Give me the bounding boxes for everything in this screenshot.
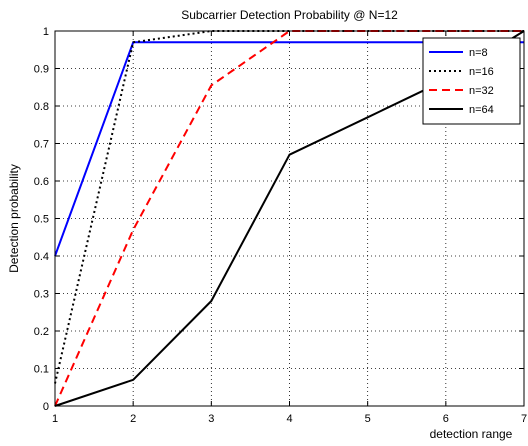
x-axis-title: detection range: [430, 427, 513, 441]
y-tick-label: 0.4: [34, 251, 49, 263]
x-tick-label: 1: [52, 413, 58, 425]
x-tick-label: 2: [130, 413, 136, 425]
x-tick-label: 4: [286, 413, 292, 425]
x-tick-label: 6: [443, 413, 449, 425]
legend-label: n=32: [469, 85, 494, 97]
y-tick-label: 0.3: [34, 289, 49, 301]
y-tick-label: 0.5: [34, 214, 49, 226]
legend-label: n=64: [469, 104, 494, 116]
legend-label: n=8: [469, 47, 488, 59]
y-tick-label: 1: [43, 26, 49, 38]
y-tick-label: 0.6: [34, 176, 49, 188]
x-tick-label: 5: [365, 413, 371, 425]
series-line-n16: [54, 30, 524, 384]
y-tick-label: 0.2: [34, 326, 49, 338]
y-tick-label: 0.7: [34, 139, 49, 151]
chart-title: Subcarrier Detection Probability @ N=12: [181, 8, 398, 22]
x-tick-labels: 1 2 3 4 5 6 7: [52, 413, 527, 425]
x-tick-label: 7: [521, 413, 527, 425]
grid: [55, 31, 524, 406]
y-tick-label: 0.9: [34, 64, 49, 76]
y-tick-label: 0.1: [34, 364, 49, 376]
legend-label: n=16: [469, 66, 494, 78]
y-tick-label: 0: [43, 401, 49, 413]
y-tick-label: 0.8: [34, 101, 49, 113]
y-tick-labels: 0 0.1 0.2 0.3 0.4 0.5 0.6 0.7 0.8 0.9 1: [34, 26, 49, 413]
legend: n=8 n=16 n=32 n=64: [422, 37, 521, 125]
ticks: [54, 30, 525, 407]
y-axis-title: Detection probability: [7, 164, 21, 273]
x-tick-label: 3: [208, 413, 214, 425]
